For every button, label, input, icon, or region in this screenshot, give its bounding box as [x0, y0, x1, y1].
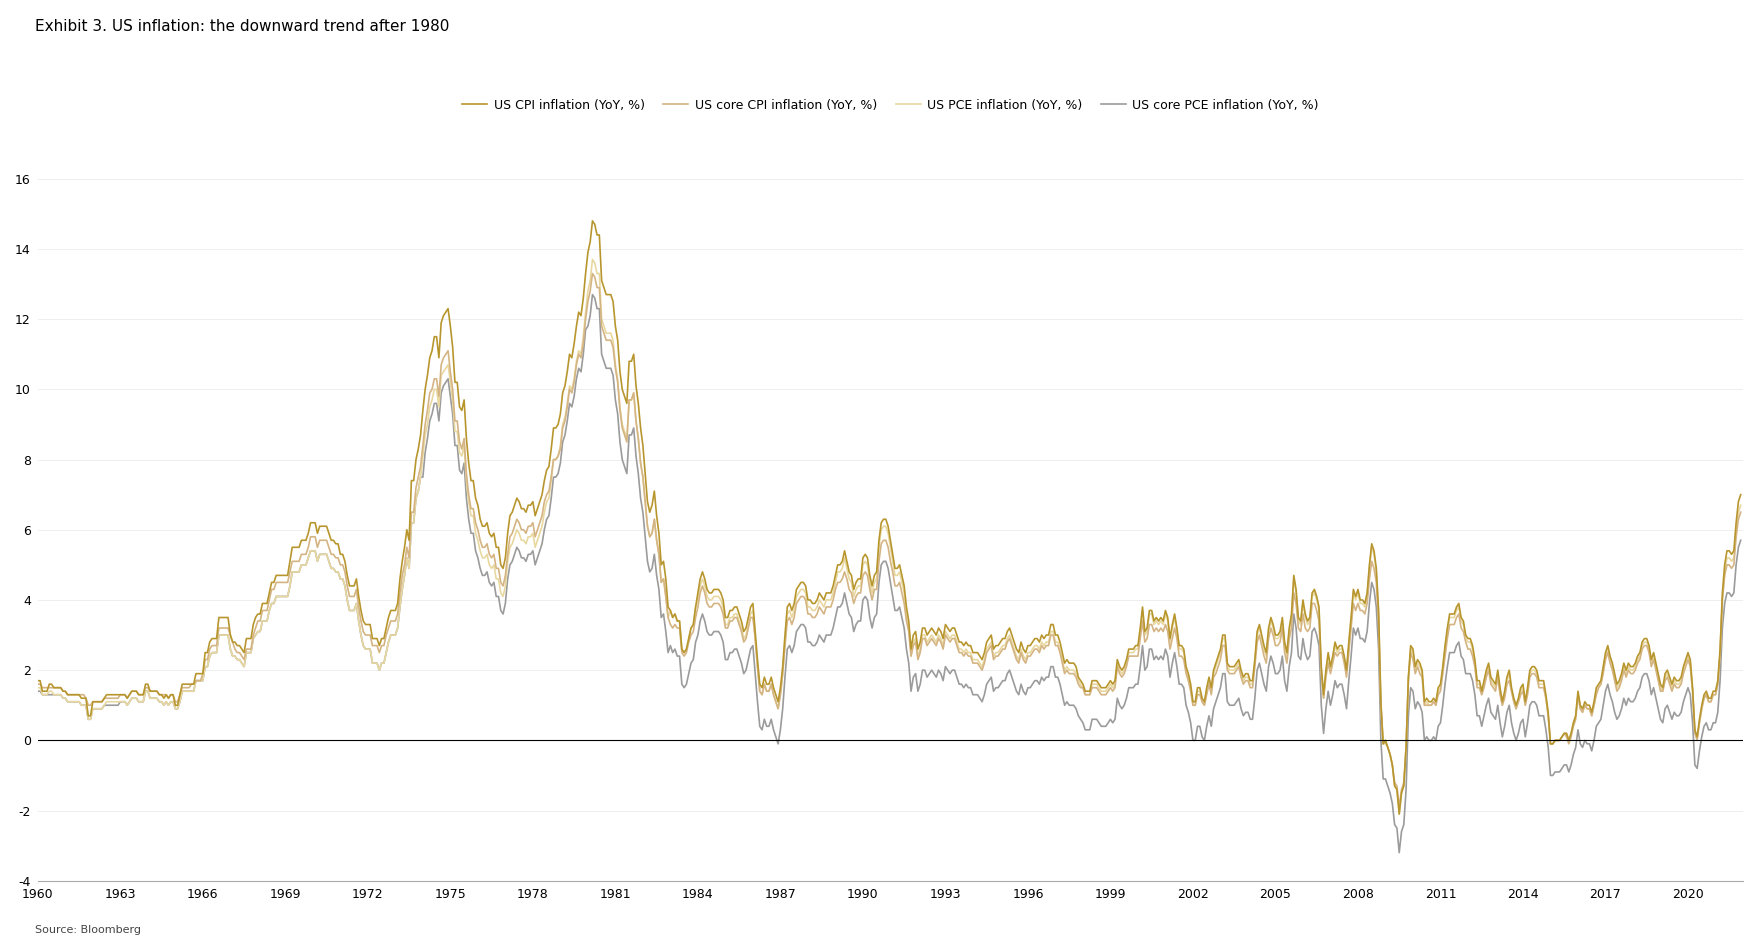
US core PCE inflation (YoY, %)	[1251, 668, 1272, 680]
US CPI inflation (YoY, %)	[821, 587, 842, 598]
US core CPI inflation (YoY, %)	[1291, 608, 1312, 619]
US CPI inflation (YoY, %)	[1388, 808, 1409, 819]
US core CPI inflation (YoY, %)	[265, 577, 286, 588]
US PCE inflation (YoY, %)	[1388, 808, 1409, 819]
US core CPI inflation (YoY, %)	[28, 679, 49, 690]
Line: US CPI inflation (YoY, %): US CPI inflation (YoY, %)	[39, 221, 1739, 814]
US core PCE inflation (YoY, %)	[1291, 632, 1312, 644]
US core PCE inflation (YoY, %)	[582, 289, 603, 300]
US CPI inflation (YoY, %)	[265, 570, 286, 582]
US core CPI inflation (YoY, %)	[756, 685, 777, 697]
Line: US core PCE inflation (YoY, %): US core PCE inflation (YoY, %)	[39, 295, 1739, 852]
US core PCE inflation (YoY, %)	[756, 720, 777, 732]
Text: Exhibit 3. US inflation: the downward trend after 1980: Exhibit 3. US inflation: the downward tr…	[35, 19, 450, 34]
US core PCE inflation (YoY, %)	[265, 591, 286, 602]
US CPI inflation (YoY, %)	[28, 675, 49, 686]
Text: Source: Bloomberg: Source: Bloomberg	[35, 924, 141, 935]
US CPI inflation (YoY, %)	[1251, 630, 1272, 641]
US PCE inflation (YoY, %)	[1251, 632, 1272, 644]
US core PCE inflation (YoY, %)	[33, 689, 54, 700]
US PCE inflation (YoY, %)	[1291, 598, 1312, 609]
US core PCE inflation (YoY, %)	[821, 630, 842, 641]
Legend: US CPI inflation (YoY, %), US core CPI inflation (YoY, %), US PCE inflation (YoY: US CPI inflation (YoY, %), US core CPI i…	[457, 93, 1323, 117]
US CPI inflation (YoY, %)	[33, 685, 54, 697]
US core PCE inflation (YoY, %)	[1729, 534, 1750, 546]
US PCE inflation (YoY, %)	[28, 682, 49, 693]
US core CPI inflation (YoY, %)	[1729, 507, 1750, 518]
US PCE inflation (YoY, %)	[821, 595, 842, 606]
Line: US core CPI inflation (YoY, %): US core CPI inflation (YoY, %)	[39, 274, 1739, 807]
US PCE inflation (YoY, %)	[33, 689, 54, 700]
US CPI inflation (YoY, %)	[756, 679, 777, 690]
US core CPI inflation (YoY, %)	[33, 682, 54, 693]
US core CPI inflation (YoY, %)	[1388, 801, 1409, 813]
US PCE inflation (YoY, %)	[582, 254, 603, 265]
US core PCE inflation (YoY, %)	[1388, 847, 1409, 858]
US PCE inflation (YoY, %)	[1729, 499, 1750, 511]
US CPI inflation (YoY, %)	[1291, 595, 1312, 606]
US PCE inflation (YoY, %)	[265, 591, 286, 602]
Line: US PCE inflation (YoY, %): US PCE inflation (YoY, %)	[39, 260, 1739, 814]
US PCE inflation (YoY, %)	[756, 685, 777, 697]
US CPI inflation (YoY, %)	[1729, 489, 1750, 500]
US core PCE inflation (YoY, %)	[28, 685, 49, 697]
US core CPI inflation (YoY, %)	[582, 268, 603, 279]
US core CPI inflation (YoY, %)	[1251, 640, 1272, 651]
US CPI inflation (YoY, %)	[582, 215, 603, 227]
US core CPI inflation (YoY, %)	[821, 601, 842, 613]
